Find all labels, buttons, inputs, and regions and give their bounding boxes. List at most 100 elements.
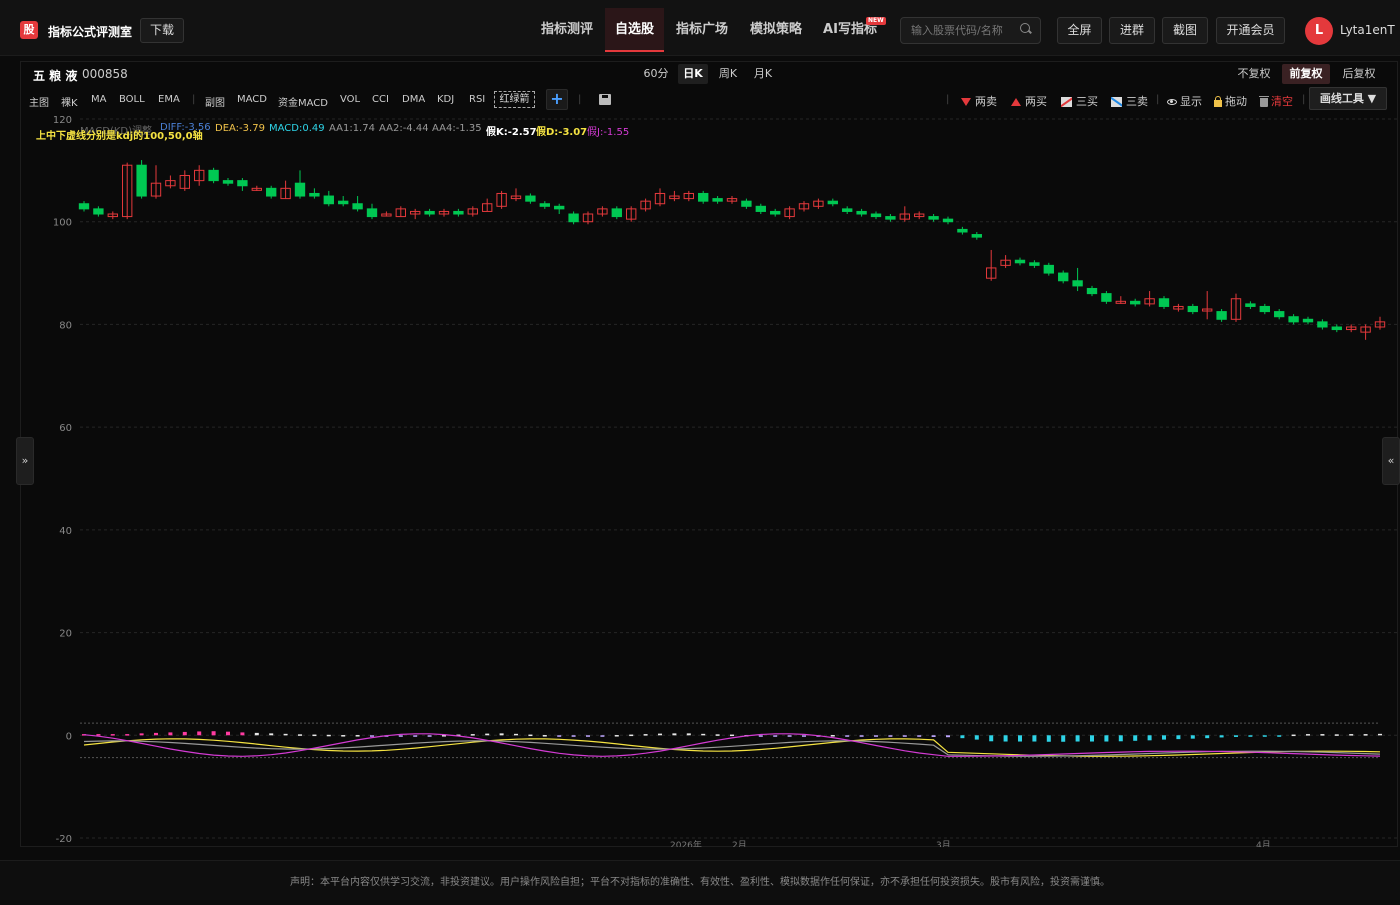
macd-bar: [427, 735, 432, 737]
candle-body: [726, 198, 738, 202]
fullscreen-button[interactable]: 全屏: [1057, 17, 1102, 44]
vip-button[interactable]: 开通会员: [1216, 17, 1285, 44]
ind-vol[interactable]: VOL: [340, 94, 361, 105]
macd-bar: [686, 733, 691, 736]
tool-buy2[interactable]: 两买: [1011, 93, 1047, 109]
macd-bar: [485, 733, 490, 736]
nav-indicator-review[interactable]: 指标测评: [540, 22, 593, 37]
username[interactable]: Lyta1enT: [1340, 23, 1395, 37]
stock-search-input[interactable]: [900, 17, 1041, 44]
y-tick-label: 60: [59, 423, 72, 434]
site-title[interactable]: 指标公式评测室: [48, 25, 133, 39]
candle-body: [122, 164, 133, 218]
candle-body: [914, 213, 925, 218]
macd-bar: [211, 731, 216, 736]
candle-body: [410, 210, 421, 215]
tool-clear[interactable]: 清空: [1259, 93, 1293, 109]
ind-dma[interactable]: DMA: [402, 94, 426, 105]
period-60min[interactable]: 60分: [643, 67, 669, 80]
candle-body: [669, 195, 680, 200]
macd-bar: [1334, 734, 1339, 736]
buy-triangle-icon: [1011, 98, 1021, 106]
ind-ema[interactable]: EMA: [158, 94, 180, 105]
candle-body: [885, 216, 896, 220]
legend-aa1: AA1:1.74: [329, 123, 375, 134]
nav-ai-indicator[interactable]: AI写指标: [823, 22, 877, 37]
candle-body: [179, 174, 190, 189]
macd-bar: [557, 735, 562, 737]
nav-watchlist[interactable]: 自选股: [605, 8, 664, 52]
period-weekly[interactable]: 周K: [718, 67, 738, 80]
x-tick-label: 4月: [1256, 840, 1271, 847]
adjust-none[interactable]: 不复权: [1237, 67, 1271, 80]
macd-bar: [1306, 734, 1310, 736]
tool-sell2[interactable]: 两卖: [961, 93, 997, 109]
adjust-forward[interactable]: 前复权: [1282, 64, 1330, 84]
kline-chart[interactable]: 120 100 80 60 40 20 0 -20 2026年 2月 3月 4月: [20, 110, 1398, 847]
ind-macd[interactable]: MACD: [237, 94, 267, 105]
search-icon[interactable]: [1020, 23, 1030, 33]
redgreen-arrow-indicator[interactable]: 红绿箭: [494, 91, 535, 108]
macd-bar: [600, 735, 605, 737]
disclaimer-footer: 声明：本平台内容仅供学习交流，非投资建议。用户操作风险自担；平台不对指标的准确性…: [0, 860, 1400, 900]
y-tick-label: 80: [59, 320, 72, 331]
candle-body: [942, 218, 954, 223]
ind-rsi[interactable]: RSI: [469, 94, 486, 105]
download-button[interactable]: 下载: [140, 18, 184, 43]
nav-simulated-strategy[interactable]: 模拟策略: [749, 22, 802, 37]
save-icon[interactable]: [599, 94, 611, 105]
candle-body: [957, 228, 968, 233]
candle-body: [338, 200, 349, 205]
macd-bar: [643, 734, 648, 736]
ind-fund-macd[interactable]: 资金MACD: [278, 98, 328, 109]
ind-sub-chart[interactable]: 副图: [205, 98, 225, 109]
add-indicator-button[interactable]: +: [546, 89, 568, 110]
divider: |: [1156, 94, 1160, 105]
macd-bar: [902, 735, 907, 737]
expand-left-button[interactable]: »: [16, 437, 34, 485]
candle-body: [784, 208, 795, 218]
sell3-icon: [1111, 97, 1122, 107]
period-daily[interactable]: 日K: [678, 64, 708, 84]
ind-kdj[interactable]: KDJ: [437, 94, 455, 105]
eye-icon: [1167, 99, 1177, 105]
macd-bar: [254, 732, 259, 736]
macd-bar: [1248, 735, 1253, 737]
avatar[interactable]: L: [1305, 17, 1333, 45]
candle-body: [568, 213, 579, 223]
ind-ma[interactable]: MA: [91, 94, 107, 105]
y-tick-label: 20: [59, 629, 72, 640]
tool-buy3[interactable]: 三买: [1061, 93, 1098, 109]
macd-bar: [168, 732, 173, 736]
candle-body: [467, 208, 478, 215]
macd-bar: [413, 735, 418, 737]
candle-body: [150, 182, 162, 197]
candle-body: [1346, 326, 1357, 331]
draw-tools-button[interactable]: 画线工具 ▼: [1309, 87, 1387, 110]
candle-body: [582, 213, 594, 223]
ind-naked-k[interactable]: 裸K: [61, 98, 78, 109]
macd-bar: [1162, 735, 1166, 740]
ind-main-chart[interactable]: 主图: [29, 98, 49, 109]
y-tick-label: -20: [56, 834, 72, 845]
tool-sell3[interactable]: 三卖: [1111, 93, 1148, 109]
macd-bar: [283, 733, 288, 736]
tool-show[interactable]: 显示: [1167, 93, 1202, 109]
macd-bar: [456, 734, 461, 737]
expand-right-button[interactable]: «: [1382, 437, 1400, 485]
legend-dea: DEA:-3.79: [215, 123, 265, 134]
legend-aa4: AA4:-1.35: [432, 123, 482, 134]
join-group-button[interactable]: 进群: [1109, 17, 1155, 44]
nav-indicator-plaza[interactable]: 指标广场: [675, 22, 728, 37]
screenshot-button[interactable]: 截图: [1162, 17, 1208, 44]
candle-body: [856, 210, 867, 215]
divider: |: [1302, 94, 1306, 105]
ind-cci[interactable]: CCI: [372, 94, 389, 105]
ind-boll[interactable]: BOLL: [119, 94, 145, 105]
adjust-backward[interactable]: 后复权: [1342, 67, 1376, 80]
candle-body: [453, 210, 464, 215]
period-monthly[interactable]: 月K: [753, 67, 773, 80]
macd-bar: [1032, 735, 1037, 742]
macd-bar: [514, 733, 518, 736]
tool-drag[interactable]: 拖动: [1214, 93, 1247, 109]
